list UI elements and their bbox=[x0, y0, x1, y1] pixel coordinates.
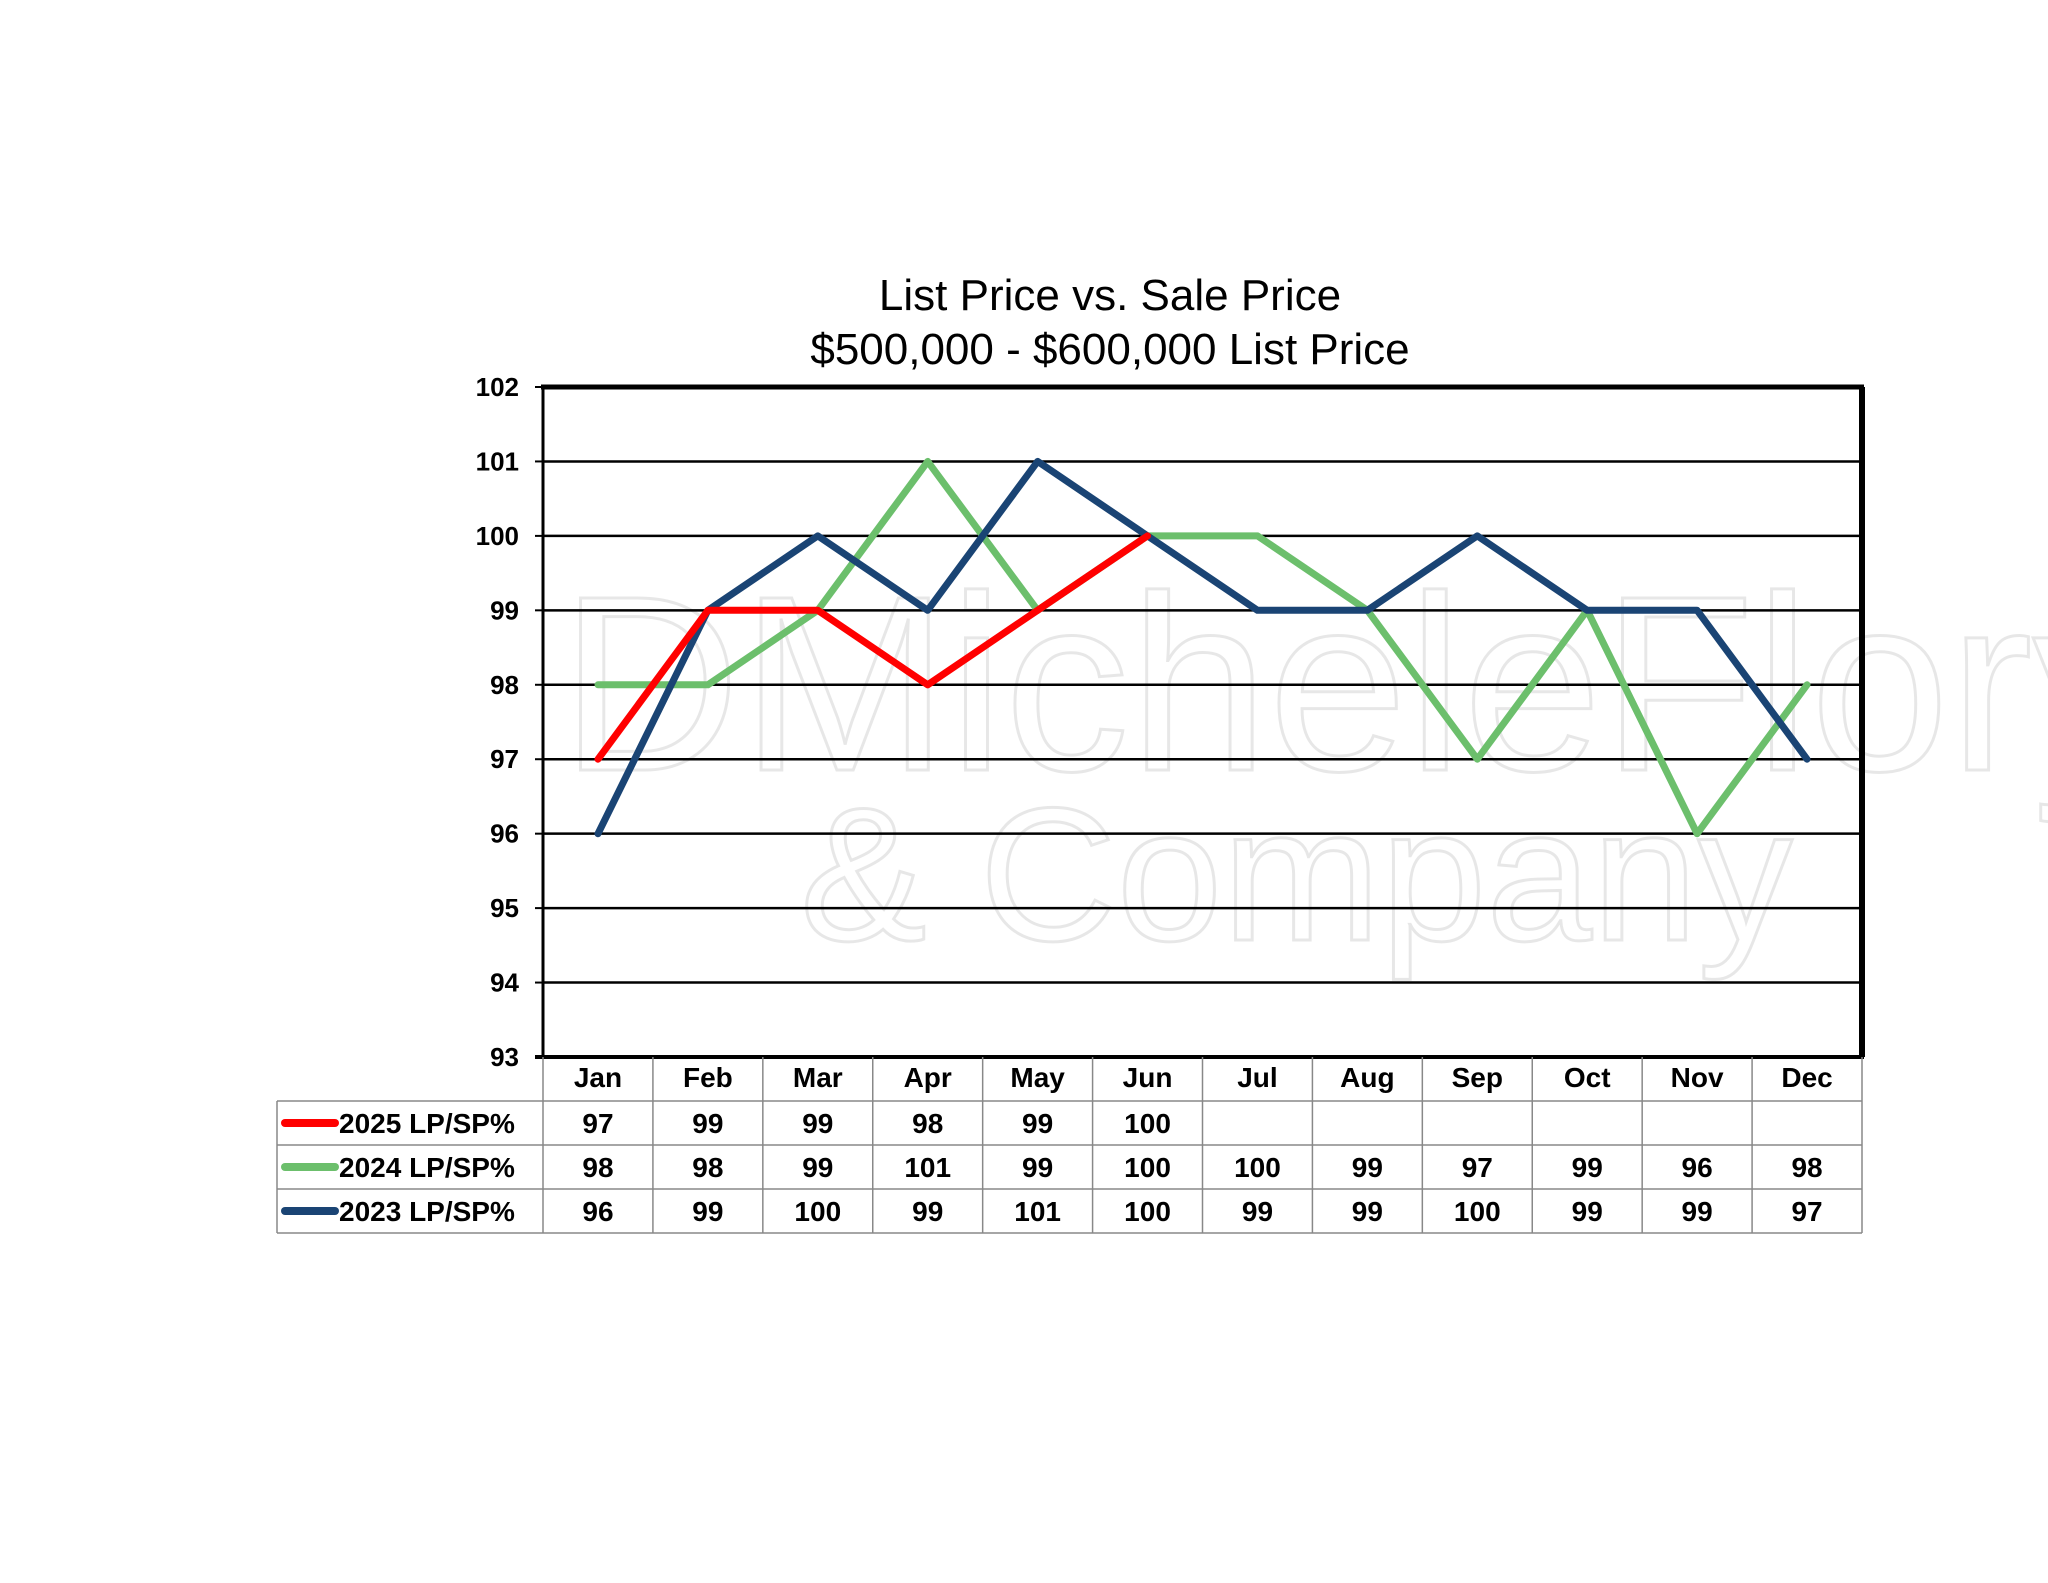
data-cell: 99 bbox=[1572, 1152, 1603, 1183]
y-tick-label: 96 bbox=[490, 819, 519, 849]
y-tick-label: 97 bbox=[490, 744, 519, 774]
y-tick-label: 101 bbox=[476, 446, 519, 476]
x-tick-label: Jun bbox=[1123, 1062, 1173, 1093]
x-tick-label: Nov bbox=[1671, 1062, 1724, 1093]
data-cell: 101 bbox=[904, 1152, 951, 1183]
data-cell: 98 bbox=[692, 1152, 723, 1183]
data-cell: 100 bbox=[1124, 1152, 1171, 1183]
x-tick-label: Jan bbox=[574, 1062, 622, 1093]
y-tick-label: 99 bbox=[490, 595, 519, 625]
legend-label: 2025 LP/SP% bbox=[339, 1108, 515, 1139]
y-tick-label: 95 bbox=[490, 893, 519, 923]
data-cell: 99 bbox=[692, 1196, 723, 1227]
data-cell: 99 bbox=[692, 1108, 723, 1139]
data-cell: 100 bbox=[1234, 1152, 1281, 1183]
data-cell: 100 bbox=[1454, 1196, 1501, 1227]
data-cell: 100 bbox=[1124, 1108, 1171, 1139]
legend-label: 2023 LP/SP% bbox=[339, 1196, 515, 1227]
data-cell: 99 bbox=[1242, 1196, 1273, 1227]
x-tick-label: Mar bbox=[793, 1062, 843, 1093]
data-cell: 98 bbox=[582, 1152, 613, 1183]
data-cell: 96 bbox=[1682, 1152, 1713, 1183]
data-cell: 100 bbox=[1124, 1196, 1171, 1227]
data-cell: 99 bbox=[1022, 1152, 1053, 1183]
data-cell: 97 bbox=[1462, 1152, 1493, 1183]
y-tick-label: 94 bbox=[490, 968, 519, 998]
data-cell: 99 bbox=[912, 1196, 943, 1227]
chart-subtitle: $500,000 - $600,000 List Price bbox=[810, 325, 1409, 374]
svg-text:DMicheleFlory: DMicheleFlory bbox=[560, 544, 2048, 823]
data-cell: 99 bbox=[1682, 1196, 1713, 1227]
legend-label: 2024 LP/SP% bbox=[339, 1152, 515, 1183]
data-cell: 99 bbox=[802, 1152, 833, 1183]
data-cell: 100 bbox=[794, 1196, 841, 1227]
data-cell: 99 bbox=[802, 1108, 833, 1139]
series-lines bbox=[594, 457, 1811, 838]
watermark-logo: DMicheleFlory & Company bbox=[559, 543, 2048, 983]
series-line bbox=[594, 457, 1811, 838]
series-line bbox=[594, 532, 1151, 763]
x-tick-label: Feb bbox=[683, 1062, 733, 1093]
x-tick-label: Sep bbox=[1452, 1062, 1503, 1093]
data-cell: 97 bbox=[1791, 1196, 1822, 1227]
data-cell: 98 bbox=[1791, 1152, 1822, 1183]
data-cell: 99 bbox=[1022, 1108, 1053, 1139]
y-axis: 93 94 95 96 97 98 99 100 101 102 bbox=[476, 372, 543, 1072]
x-tick-label: Oct bbox=[1564, 1062, 1611, 1093]
x-tick-label: Apr bbox=[904, 1062, 952, 1093]
svg-text:& Company: & Company bbox=[800, 769, 1793, 981]
y-tick-label: 93 bbox=[490, 1042, 519, 1072]
data-cell: 99 bbox=[1352, 1152, 1383, 1183]
data-cell: 97 bbox=[582, 1108, 613, 1139]
x-tick-label: Dec bbox=[1781, 1062, 1832, 1093]
y-tick-label: 102 bbox=[476, 372, 519, 402]
x-tick-label: May bbox=[1010, 1062, 1065, 1093]
data-cell: 99 bbox=[1572, 1196, 1603, 1227]
data-cell: 98 bbox=[912, 1108, 943, 1139]
data-table: Jan Feb Mar Apr May Jun Jul Aug Sep Oct Nov Dec 2025… bbox=[276, 1057, 1863, 1234]
x-tick-label: Aug bbox=[1340, 1062, 1394, 1093]
data-cell: 101 bbox=[1014, 1196, 1061, 1227]
y-tick-label: 100 bbox=[476, 521, 519, 551]
data-cell: 99 bbox=[1352, 1196, 1383, 1227]
data-cell: 96 bbox=[582, 1196, 613, 1227]
x-tick-label: Jul bbox=[1237, 1062, 1277, 1093]
chart-title: List Price vs. Sale Price bbox=[879, 271, 1341, 320]
y-tick-label: 98 bbox=[490, 670, 519, 700]
series-line bbox=[594, 457, 1811, 838]
